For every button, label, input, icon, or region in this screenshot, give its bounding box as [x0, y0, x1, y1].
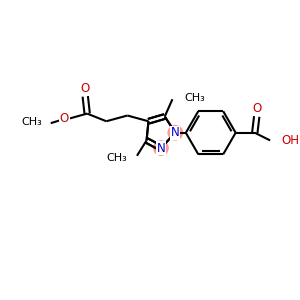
Text: OH: OH [282, 134, 300, 147]
Text: N: N [171, 126, 180, 139]
Text: O: O [81, 82, 90, 95]
Text: O: O [60, 112, 69, 125]
Text: CH₃: CH₃ [184, 93, 205, 103]
Text: O: O [252, 102, 261, 115]
Text: N: N [157, 142, 165, 154]
Text: CH₃: CH₃ [107, 153, 128, 163]
Text: CH₃: CH₃ [21, 117, 42, 127]
Circle shape [168, 126, 182, 140]
Circle shape [154, 141, 168, 155]
